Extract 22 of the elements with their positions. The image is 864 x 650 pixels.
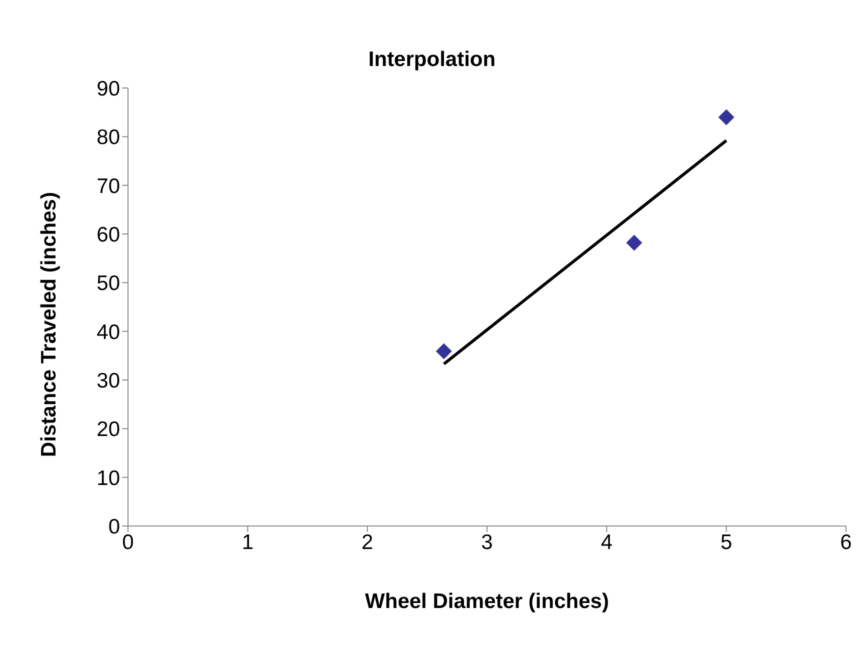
y-tick-label: 40 <box>96 320 120 344</box>
chart-title: Interpolation <box>367 48 497 72</box>
y-tick-label: 30 <box>96 369 120 392</box>
y-tick-label: 20 <box>96 418 120 442</box>
y-tick-label: 60 <box>96 223 120 246</box>
y-tick-label: 70 <box>96 174 120 198</box>
y-tick-label: 50 <box>96 272 120 296</box>
point <box>436 343 452 360</box>
x-tick-label: 2 <box>361 530 374 554</box>
y-tick-label: 10 <box>96 466 120 490</box>
x-tick-label: 1 <box>242 530 254 554</box>
x-tick-label: 4 <box>600 530 613 554</box>
x-tick-label: 6 <box>840 530 852 554</box>
y-tick-label: 90 <box>96 77 120 100</box>
x-tick-label: 3 <box>481 530 493 554</box>
point <box>718 109 734 126</box>
y-tick-label: 0 <box>108 515 120 538</box>
x-tick-label: 5 <box>720 530 732 554</box>
x-axis-title: Wheel Diameter (inches) <box>365 590 609 613</box>
point <box>626 234 642 251</box>
y-tick-label: 80 <box>96 126 120 150</box>
y-axis-title: Distance Traveled (inches) <box>37 192 60 457</box>
